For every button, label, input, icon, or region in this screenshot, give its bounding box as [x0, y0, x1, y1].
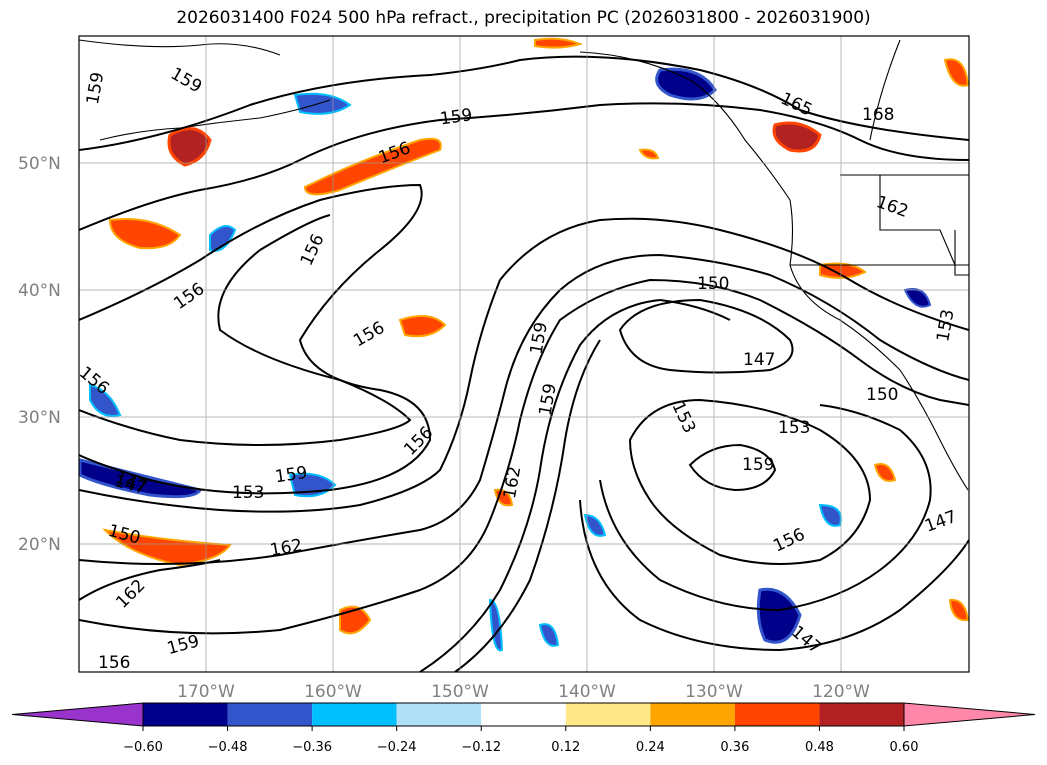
lat-label: 40°N [18, 281, 61, 301]
colorbar-extend-low [11, 702, 144, 727]
contour-label: 162 [874, 192, 911, 222]
contour-label: 156 [770, 525, 808, 557]
colorbar-swatch [481, 703, 566, 726]
colorbar-tick-label: 0.24 [636, 740, 665, 755]
lon-label: 170°W [177, 682, 235, 702]
colorbar-swatch [734, 703, 820, 726]
colorbar-frame [142, 702, 905, 727]
contour-label: 165 [777, 89, 815, 121]
contour-label: 147 [112, 467, 149, 497]
lon-label: 150°W [431, 682, 489, 702]
contour-label: 150 [866, 385, 898, 405]
map-title: 2026031400 F024 500 hPa refract., precip… [176, 8, 871, 28]
colorbar-tick-label: −0.24 [377, 740, 417, 755]
colorbar-tick-label: −0.60 [123, 740, 163, 755]
graticule [79, 36, 969, 672]
contour-label: 156 [376, 138, 413, 168]
longitude-labels: 170°W 160°W 150°W 140°W 130°W 120°W [177, 682, 870, 702]
colorbar-swatch [396, 703, 482, 726]
contour-label: 159 [535, 382, 560, 417]
lon-label: 160°W [304, 682, 362, 702]
contour-label: 159 [742, 455, 774, 475]
colorbar-tick-label: 0.48 [805, 740, 834, 755]
contour-label: 159 [165, 631, 202, 659]
contour-label: 153 [933, 308, 958, 343]
colorbar-tick-label: −0.48 [208, 740, 248, 755]
colorbar-tick-label: −0.36 [292, 740, 332, 755]
contour-label: 150 [697, 274, 729, 294]
colorbar-swatch [312, 703, 397, 726]
colorbar-tick-label: 0.36 [720, 740, 749, 755]
colorbar-tick-label: −0.12 [461, 740, 501, 755]
contour-label: 159 [167, 64, 205, 98]
colorbar-swatch [227, 703, 313, 726]
colorbar-swatch [565, 703, 651, 726]
precip-anomaly-fields [79, 37, 969, 652]
lat-label: 30°N [18, 408, 61, 428]
contour-label-group: 159 159 159 165 168 156 156 156 156 162 … [79, 64, 960, 673]
contour-label: 156 [297, 231, 329, 269]
coastlines [79, 39, 969, 491]
contour-label: 156 [98, 653, 130, 673]
contour-label: 162 [269, 535, 304, 560]
lon-label: 120°W [812, 682, 870, 702]
contour-label: 159 [83, 71, 108, 106]
colorbar-swatch [143, 703, 228, 726]
colorbar-tick-label: 0.60 [890, 740, 919, 755]
colorbar-tick-label: 0.12 [551, 740, 580, 755]
colorbar-swatch [650, 703, 735, 726]
contour-label: 153 [232, 483, 264, 503]
contour-label: 147 [743, 350, 775, 370]
contour-label: 159 [527, 321, 552, 356]
lat-label: 20°N [18, 535, 61, 555]
contour-label: 147 [922, 507, 959, 537]
contour-label: 168 [862, 105, 894, 125]
colorbar [11, 702, 1036, 727]
contour-lines [79, 55, 969, 672]
contour-label: 159 [274, 463, 309, 487]
contour-label: 153 [778, 418, 810, 438]
contour-label: 156 [350, 318, 388, 352]
latitude-labels: 50°N 40°N 30°N 20°N [18, 154, 61, 555]
contour-label: 159 [439, 105, 474, 129]
lon-label: 130°W [685, 682, 743, 702]
colorbar-swatch [819, 703, 904, 726]
contour-label: 156 [170, 279, 208, 314]
contour-label: 162 [500, 465, 525, 500]
lat-label: 50°N [18, 154, 61, 174]
colorbar-tick-labels: −0.60 −0.48 −0.36 −0.24 −0.12 0.12 0.24 0.36 0.4… [123, 726, 918, 755]
contour-label: 156 [400, 423, 437, 460]
colorbar-extend-high [903, 702, 1036, 727]
lon-label: 140°W [558, 682, 616, 702]
map-frame [78, 35, 970, 673]
contour-label: 150 [106, 521, 143, 549]
